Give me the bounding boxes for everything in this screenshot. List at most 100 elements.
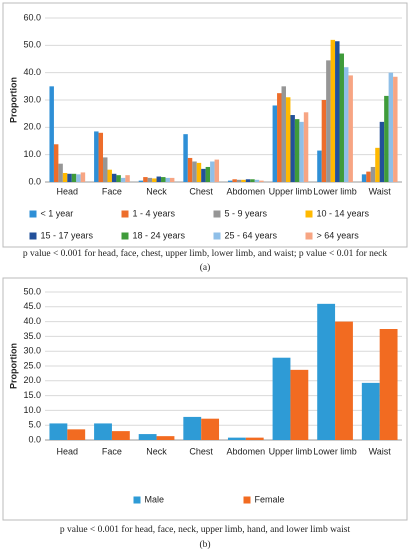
bar bbox=[375, 147, 380, 182]
bar bbox=[277, 93, 282, 182]
y-tick-label: 10.0 bbox=[23, 149, 41, 159]
bar bbox=[138, 434, 157, 440]
legend-label: 1 - 4 years bbox=[133, 208, 176, 218]
x-tick-label: Head bbox=[57, 446, 79, 456]
bar bbox=[94, 131, 99, 182]
bar bbox=[335, 321, 353, 440]
bar bbox=[62, 172, 68, 182]
bar bbox=[254, 179, 260, 182]
bar bbox=[169, 177, 175, 182]
legend-label: 18 - 24 years bbox=[133, 230, 186, 240]
legend-swatch bbox=[133, 496, 141, 504]
bar bbox=[183, 134, 188, 182]
bar bbox=[370, 166, 376, 182]
legend-label: Male bbox=[145, 494, 165, 504]
bar bbox=[241, 179, 246, 182]
bar bbox=[321, 100, 327, 182]
x-tick-label: Upper limb bbox=[269, 186, 313, 196]
bar bbox=[343, 67, 349, 182]
bar bbox=[299, 121, 304, 182]
bar bbox=[111, 173, 117, 182]
y-tick-label: 30.0 bbox=[23, 94, 41, 104]
bar bbox=[120, 177, 126, 182]
bar bbox=[290, 115, 295, 182]
bar bbox=[196, 162, 202, 182]
bar bbox=[388, 72, 394, 182]
bar bbox=[281, 86, 286, 182]
x-tick-label: Chest bbox=[189, 186, 213, 196]
legend-label: 5 - 9 years bbox=[225, 208, 268, 218]
bar bbox=[103, 157, 108, 182]
bar bbox=[245, 179, 251, 182]
legend-label: < 1 year bbox=[41, 208, 74, 218]
legend-swatch bbox=[121, 232, 129, 240]
x-tick-label: Waist bbox=[369, 446, 392, 456]
bar bbox=[183, 416, 202, 440]
y-tick-label: 40.0 bbox=[23, 67, 41, 77]
bar bbox=[317, 150, 322, 182]
x-tick-label: Neck bbox=[146, 186, 167, 196]
bar bbox=[285, 97, 291, 182]
bar bbox=[125, 175, 130, 182]
x-tick-label: Abdomen bbox=[227, 446, 266, 456]
bar bbox=[205, 166, 211, 182]
bar bbox=[76, 174, 81, 182]
y-tick-label: 25.0 bbox=[23, 360, 41, 370]
y-tick-label: 0.0 bbox=[28, 434, 41, 444]
bar bbox=[379, 329, 398, 440]
legend-label: 10 - 14 years bbox=[317, 208, 370, 218]
bar bbox=[116, 175, 121, 182]
caption: p value < 0.001 for head, face, neck, up… bbox=[60, 524, 351, 535]
bar bbox=[143, 177, 148, 182]
bar bbox=[335, 41, 340, 182]
bar bbox=[393, 76, 398, 182]
bar bbox=[339, 53, 344, 183]
bar bbox=[187, 157, 193, 182]
bar bbox=[67, 429, 86, 440]
panel-label: (a) bbox=[200, 262, 211, 273]
bar bbox=[156, 176, 162, 182]
bar bbox=[53, 144, 59, 182]
bar bbox=[165, 177, 170, 182]
bar bbox=[192, 161, 197, 182]
bar bbox=[156, 436, 175, 440]
bar bbox=[250, 179, 255, 182]
y-tick-label: 45.0 bbox=[23, 301, 41, 311]
panel-label: (b) bbox=[199, 539, 210, 550]
y-tick-label: 50.0 bbox=[23, 40, 41, 50]
bar bbox=[49, 423, 68, 440]
bar bbox=[245, 437, 264, 440]
bar bbox=[138, 180, 144, 182]
bar bbox=[379, 121, 385, 182]
bar bbox=[232, 179, 237, 182]
x-tick-label: Face bbox=[102, 186, 122, 196]
bar bbox=[71, 173, 77, 182]
legend-swatch bbox=[305, 210, 313, 218]
x-tick-label: Head bbox=[57, 186, 79, 196]
bar bbox=[58, 163, 63, 182]
bar bbox=[326, 60, 331, 182]
bar bbox=[317, 303, 336, 440]
legend-label: > 64 years bbox=[317, 230, 360, 240]
bar bbox=[98, 132, 104, 182]
bar bbox=[94, 423, 112, 440]
bar bbox=[111, 431, 130, 440]
bar bbox=[214, 159, 220, 182]
panel-frame bbox=[2, 277, 408, 521]
y-axis-label: Proportion bbox=[8, 343, 18, 389]
x-tick-label: Abdomen bbox=[227, 186, 266, 196]
legend-swatch bbox=[213, 232, 221, 240]
bar bbox=[384, 95, 389, 182]
y-tick-label: 20.0 bbox=[23, 375, 41, 385]
legend-swatch bbox=[29, 232, 37, 240]
legend-swatch bbox=[305, 232, 313, 240]
bar bbox=[366, 171, 371, 182]
panel-frame bbox=[2, 2, 408, 248]
bar bbox=[227, 437, 246, 440]
y-tick-label: 50.0 bbox=[23, 286, 41, 296]
bar bbox=[348, 75, 353, 182]
bar bbox=[272, 105, 278, 182]
legend-swatch bbox=[213, 210, 221, 218]
x-tick-label: Lower limb bbox=[313, 186, 357, 196]
bar bbox=[210, 161, 215, 182]
